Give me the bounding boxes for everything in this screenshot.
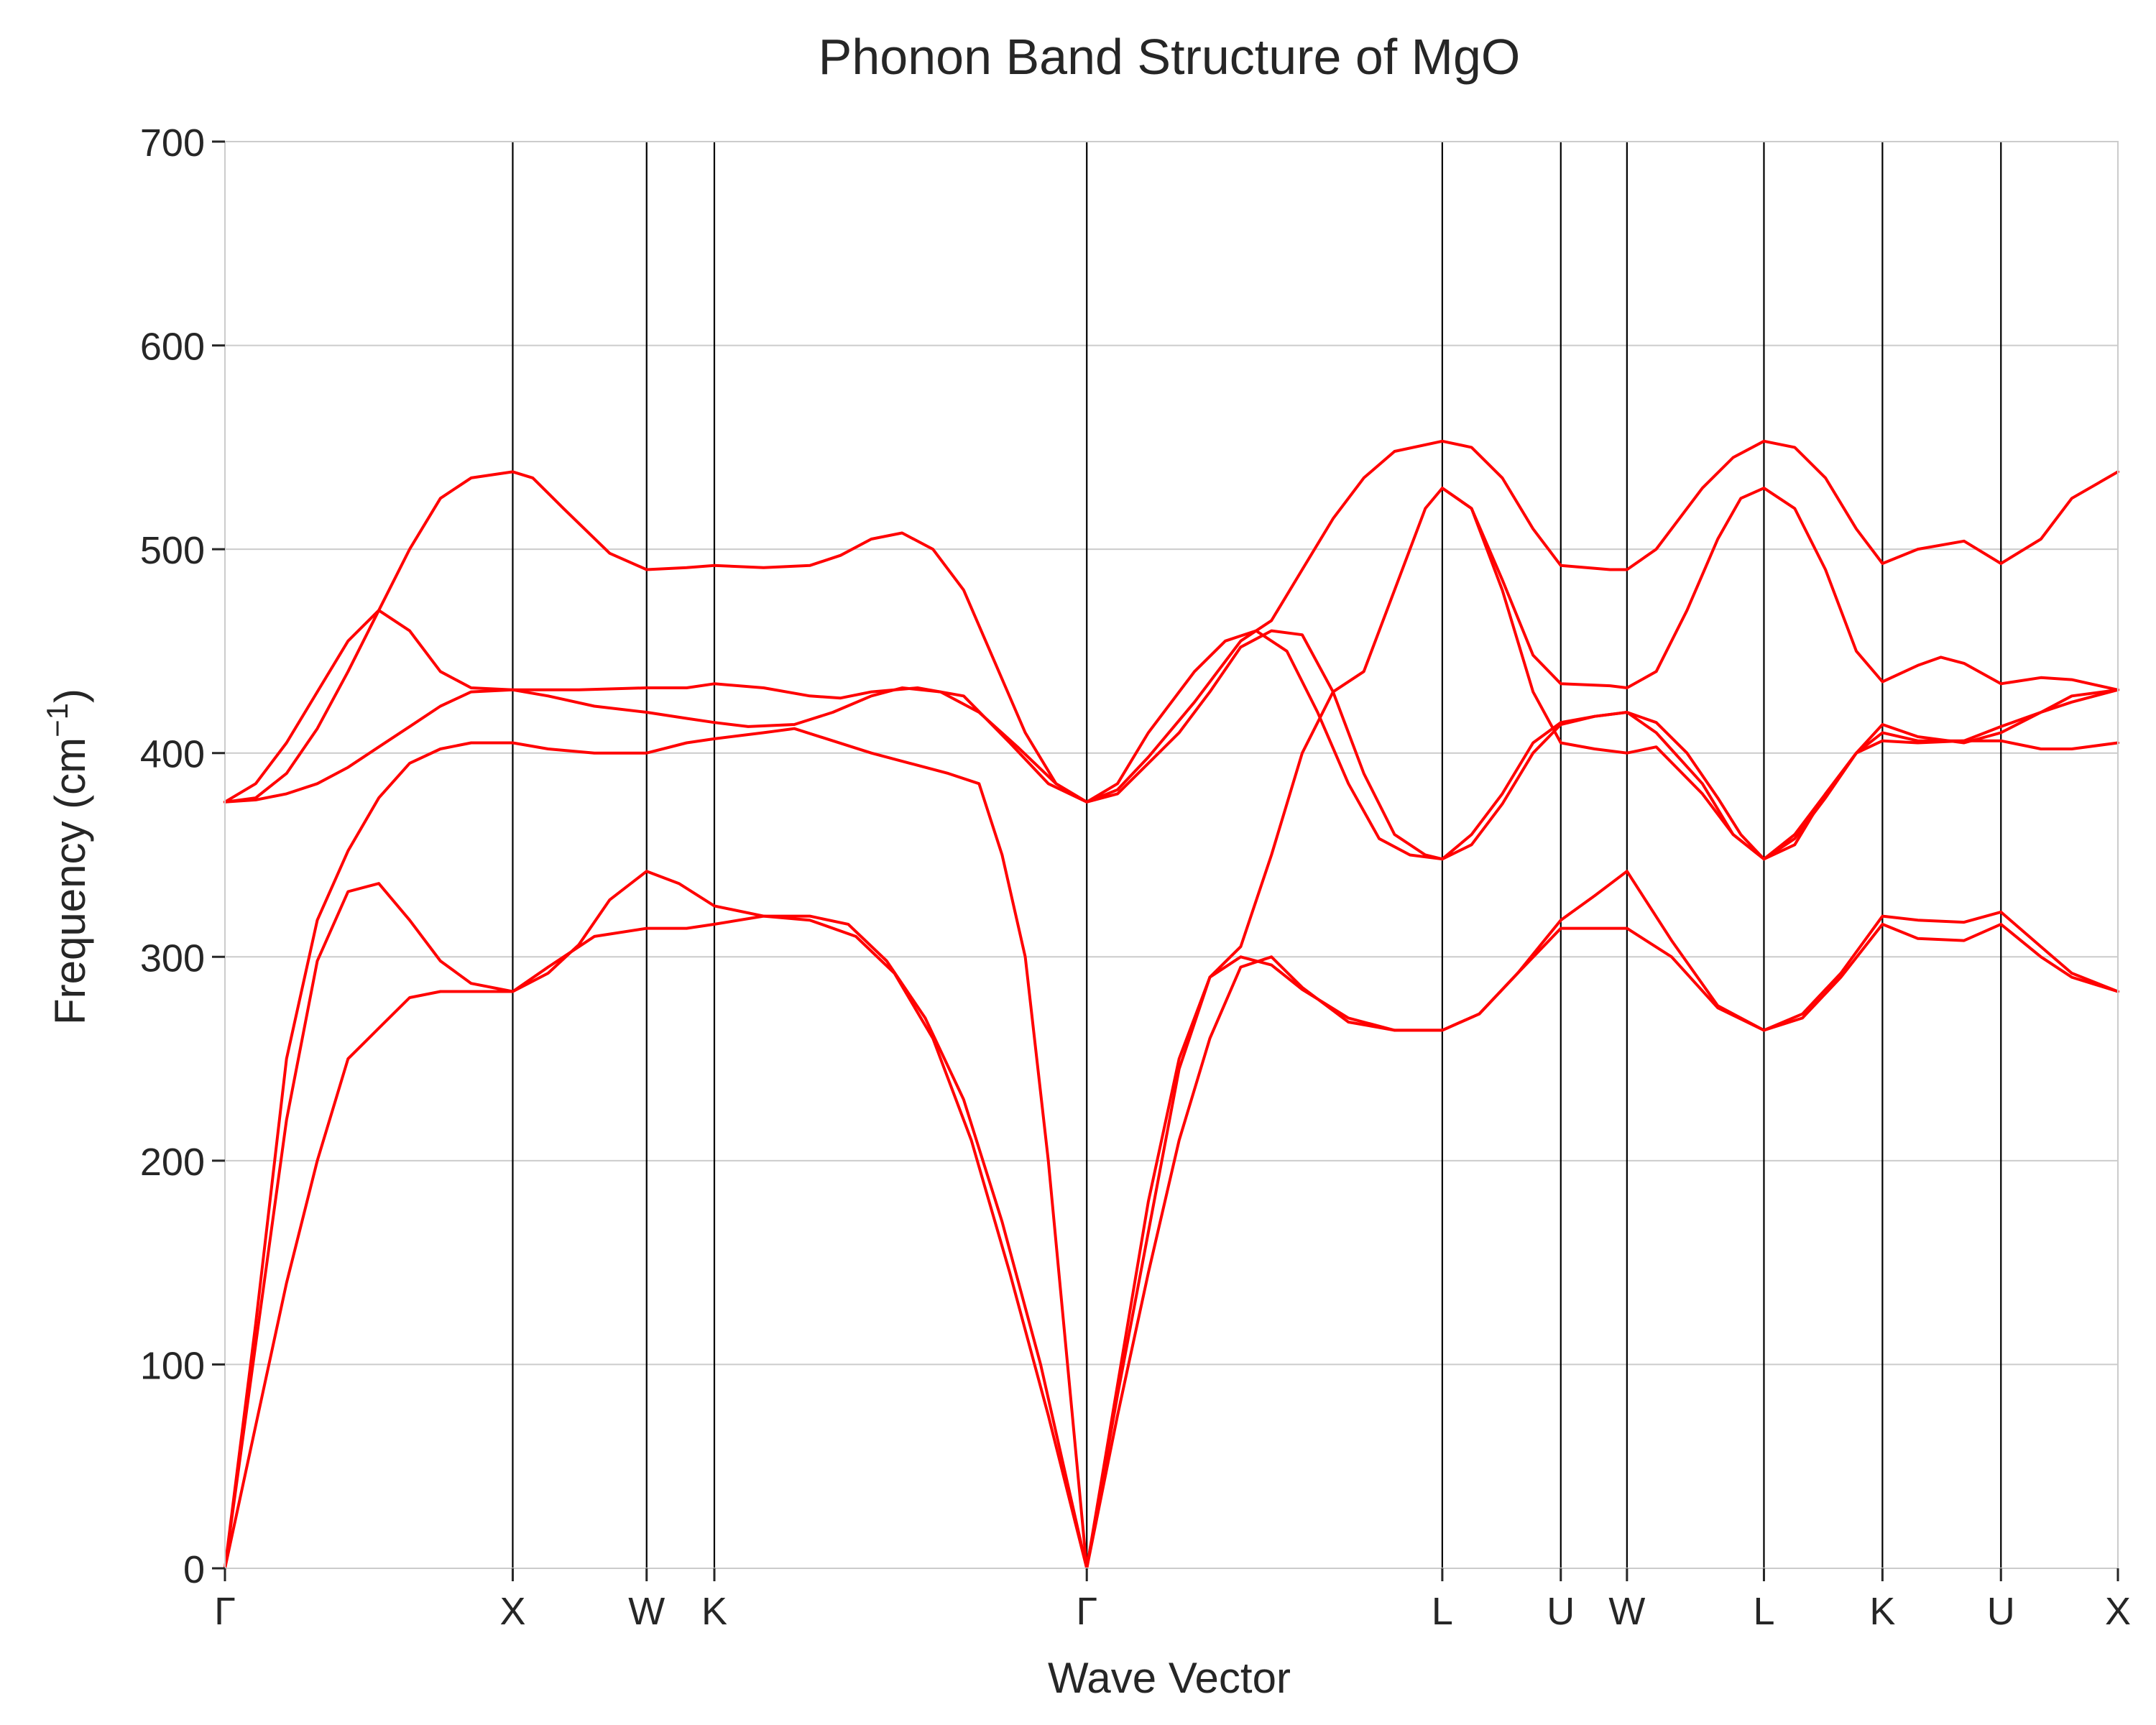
x-tick-label: W: [628, 1590, 665, 1633]
y-tick-label: 200: [140, 1141, 205, 1184]
y-axis: 0 100 200 300 400 500 600 700: [140, 121, 225, 1591]
y-tick-label: 600: [140, 326, 205, 369]
x-tick-label: X: [2105, 1590, 2131, 1633]
y-axis-label-main: Frequency (cm: [46, 737, 94, 1025]
x-tick-label: K: [1869, 1590, 1895, 1633]
x-tick-label: Γ: [1076, 1590, 1097, 1633]
band-line-7: [1440, 487, 2119, 691]
band-line-6: [224, 629, 2119, 861]
band-lines: [224, 439, 2119, 1570]
y-tick-label: 700: [140, 121, 205, 165]
plot-frame: [224, 141, 2119, 1569]
x-tick-label: X: [499, 1590, 525, 1633]
x-tick-label: K: [701, 1590, 727, 1633]
y-tick-label: 300: [140, 937, 205, 980]
x-tick-label: U: [1547, 1590, 1575, 1633]
band-line-2: [224, 914, 2119, 1570]
chart-title: Phonon Band Structure of MgO: [819, 29, 1521, 85]
x-tick-label: L: [1432, 1590, 1453, 1633]
y-tick-label: 0: [183, 1548, 205, 1591]
x-tick-label: W: [1608, 1590, 1645, 1633]
y-tick-label: 400: [140, 733, 205, 776]
y-axis-label: Frequency (cm−1): [40, 689, 94, 1025]
horizontal-gridlines: [225, 344, 2118, 1366]
y-tick-label: 500: [140, 529, 205, 572]
x-tick-label: L: [1753, 1590, 1774, 1633]
y-tick-label: 100: [140, 1344, 205, 1387]
kpoint-vertical-lines: [512, 142, 2002, 1568]
band-line-1: [224, 870, 2119, 1570]
band-line-5: [224, 439, 2119, 804]
x-axis-label: Wave Vector: [1048, 1654, 1291, 1702]
x-tick-label: Γ: [214, 1590, 236, 1633]
x-tick-label: U: [1987, 1590, 2015, 1633]
y-axis-label-superscript: −1: [40, 703, 74, 737]
y-axis-label-close: ): [46, 689, 94, 703]
